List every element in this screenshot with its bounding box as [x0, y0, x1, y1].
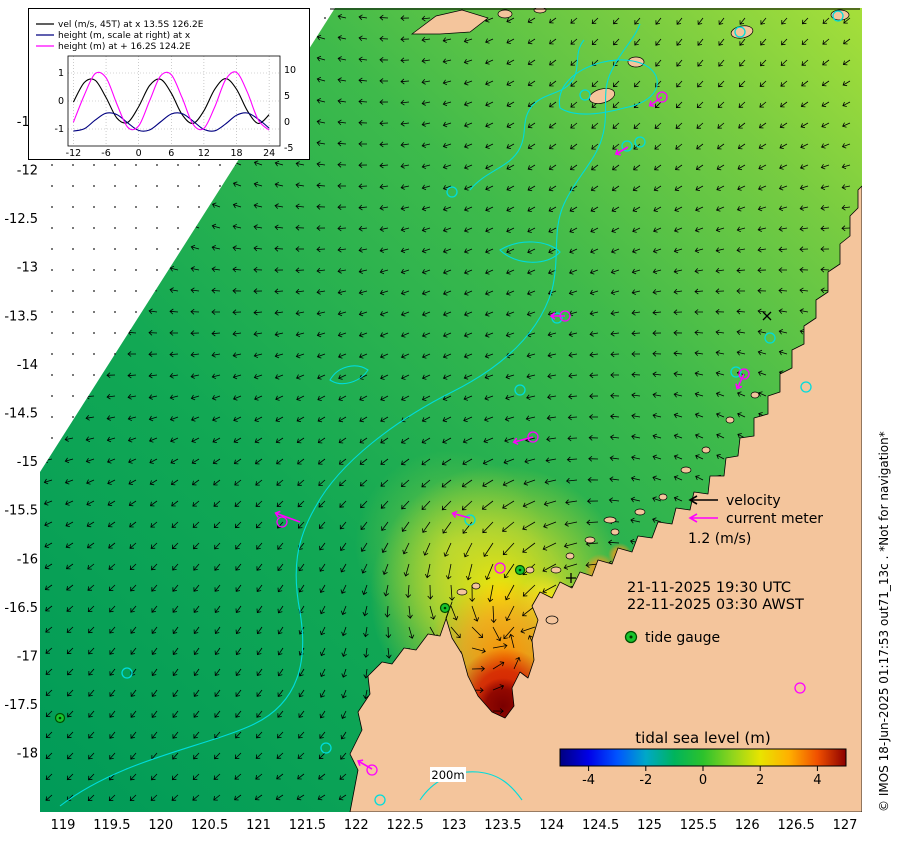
svg-text:124: 124 — [539, 818, 564, 833]
contour-label-200m: 200m — [431, 768, 464, 782]
svg-text:122: 122 — [344, 818, 369, 833]
map-legend: velocity current meter 1.2 (m/s) 21-11-2… — [624, 493, 823, 646]
current-meter-vectors — [274, 96, 745, 770]
svg-text:10: 10 — [284, 65, 296, 76]
svg-text:123: 123 — [442, 818, 467, 833]
svg-text:-15: -15 — [17, 455, 38, 470]
datetime-utc: 21-11-2025 19:30 UTC — [627, 580, 791, 596]
svg-text:12: 12 — [198, 148, 210, 159]
copyright-text: © IMOS 18-Jun-2025 01:17:53 out71_13c . … — [877, 431, 891, 812]
axis-tick-labels: 119 119.5 120 120.5 121 121.5 122 122.5 123 123.5… — [4, 115, 857, 833]
tide-gauge-icon-center — [629, 635, 633, 639]
svg-text:-14: -14 — [17, 358, 38, 373]
contour-label-bg — [430, 767, 466, 782]
velocity-arrow-icon — [688, 495, 718, 505]
svg-text:125.5: 125.5 — [680, 818, 717, 833]
svg-text:127: 127 — [833, 818, 858, 833]
svg-text:-16.5: -16.5 — [4, 601, 38, 616]
colorbar-title: tidal sea level (m) — [635, 729, 770, 747]
svg-text:119: 119 — [51, 818, 76, 833]
svg-text:124.5: 124.5 — [582, 818, 619, 833]
svg-text:4: 4 — [813, 773, 821, 788]
speed-scale-label: 1.2 (m/s) — [688, 531, 751, 547]
svg-text:-5: -5 — [284, 143, 293, 154]
svg-text:0: 0 — [284, 117, 290, 128]
tide-gauge-label: tide gauge — [645, 630, 720, 646]
svg-text:-17: -17 — [17, 650, 38, 665]
inset-tick-labels: -12 -6 0 6 12 18 24 -1 0 1 -5 0 5 10 — [55, 65, 297, 159]
colorbar-gradient — [559, 748, 847, 767]
svg-text:0: 0 — [58, 96, 64, 107]
svg-text:126: 126 — [735, 818, 760, 833]
datetime-awst: 22-11-2025 03:30 AWST — [627, 597, 804, 613]
colorbar-ticks: -4 -2 0 2 4 — [582, 766, 822, 788]
svg-text:125: 125 — [637, 818, 662, 833]
svg-text:-4: -4 — [582, 773, 595, 788]
svg-text:123.5: 123.5 — [484, 818, 521, 833]
station-markers — [54, 10, 844, 806]
svg-text:120: 120 — [148, 818, 173, 833]
svg-text:1: 1 — [58, 68, 64, 79]
svg-text:height (m, scale at right) at: height (m, scale at right) at x — [58, 31, 191, 41]
velocity-label: velocity — [726, 493, 781, 509]
site-plus-marker — [566, 573, 576, 583]
svg-text:-13: -13 — [17, 261, 38, 276]
svg-text:-13.5: -13.5 — [4, 309, 38, 324]
current-meter-arrow-icon — [688, 513, 718, 523]
svg-text:121.5: 121.5 — [289, 818, 326, 833]
svg-text:-1: -1 — [55, 124, 64, 135]
svg-text:0: 0 — [136, 148, 142, 159]
inset-frame — [28, 8, 310, 160]
current-meter-label: current meter — [726, 511, 823, 527]
svg-text:-18: -18 — [17, 747, 38, 762]
svg-text:-12.5: -12.5 — [4, 212, 38, 227]
svg-text:2: 2 — [756, 773, 764, 788]
svg-text:-17.5: -17.5 — [4, 698, 38, 713]
svg-text:122.5: 122.5 — [387, 818, 424, 833]
svg-text:18: 18 — [230, 148, 242, 159]
svg-text:height (m) at + 16.2S 124.2E: height (m) at + 16.2S 124.2E — [58, 42, 191, 52]
svg-text:-16: -16 — [17, 552, 38, 567]
svg-text:119.5: 119.5 — [93, 818, 130, 833]
inset-curves — [72, 71, 270, 132]
mainland-land — [349, 185, 863, 813]
svg-text:-15.5: -15.5 — [4, 504, 38, 519]
svg-text:-14.5: -14.5 — [4, 407, 38, 422]
colorbar: tidal sea level (m) -4 -2 0 2 4 — [559, 729, 847, 788]
svg-text:-12: -12 — [66, 148, 82, 159]
depth-contours — [59, 23, 658, 807]
svg-text:-6: -6 — [101, 148, 110, 159]
svg-text:-2: -2 — [639, 773, 652, 788]
inset-axes-box — [67, 55, 281, 147]
svg-text:24: 24 — [263, 148, 275, 159]
svg-text:126.5: 126.5 — [778, 818, 815, 833]
inset-gridlines — [68, 56, 280, 146]
site-x-marker — [762, 311, 772, 321]
inset-timeseries: -12 -6 0 6 12 18 24 -1 0 1 -5 0 5 10 vel (m/s, 45T) a… — [28, 8, 310, 160]
svg-text:0: 0 — [699, 773, 707, 788]
svg-text:121: 121 — [246, 818, 271, 833]
svg-text:6: 6 — [168, 148, 174, 159]
svg-text:5: 5 — [284, 91, 290, 102]
svg-text:120.5: 120.5 — [191, 818, 228, 833]
svg-text:-12: -12 — [17, 164, 38, 179]
svg-text:vel (m/s, 45T) at x 13.5S 126.: vel (m/s, 45T) at x 13.5S 126.2E — [58, 20, 204, 30]
